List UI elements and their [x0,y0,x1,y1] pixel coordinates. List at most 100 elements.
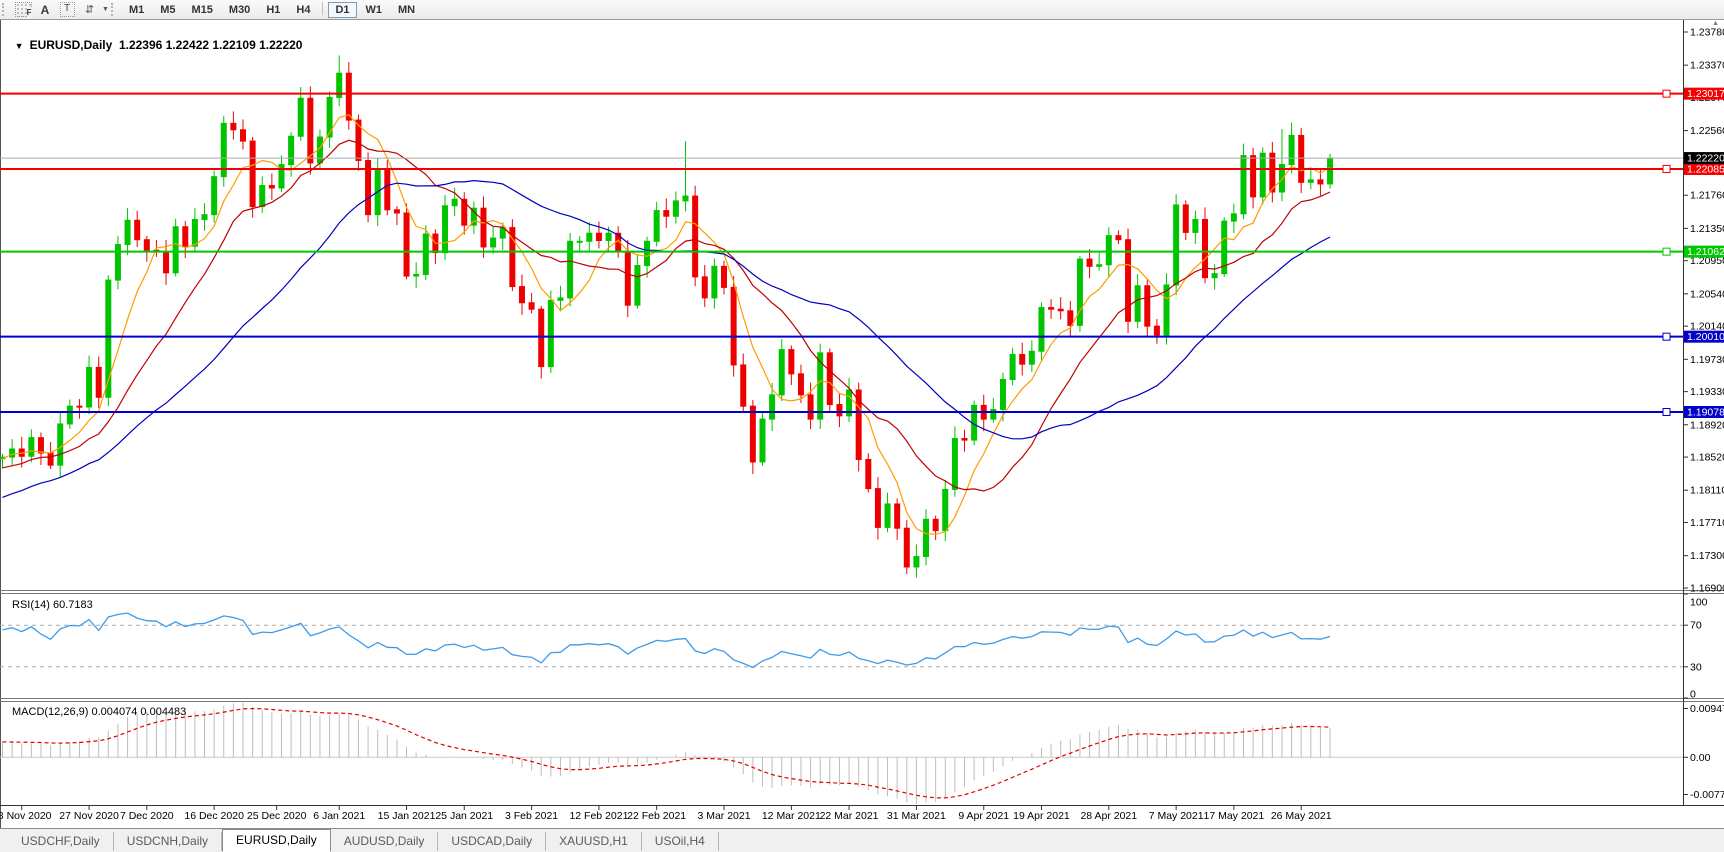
timeframe-button-m15[interactable]: M15 [191,3,213,16]
price-tick-label: 1.19730 [1690,354,1724,366]
candle-body [393,209,400,214]
candle-body [1086,258,1093,267]
candle-body [191,218,198,247]
candle-body [903,527,910,568]
tab-usoil-h4[interactable]: USOil,H4 [642,832,719,851]
candle-body [1278,164,1285,193]
candle-body [1019,353,1026,365]
candle-body [855,389,862,461]
hline-price-tag [1684,245,1724,258]
timeframe-button-m30[interactable]: M30 [228,3,251,16]
date-tick-label: 31 Mar 2021 [887,810,946,822]
hline-price-tag [1684,330,1724,343]
candle-body [143,239,150,251]
price-tick-label: 1.20140 [1690,321,1724,333]
candle-body [711,265,718,299]
timeframe-button-m1[interactable]: M1 [128,3,145,16]
text-annotation-icon: A [40,2,50,17]
toolbar-grip[interactable] [2,3,9,16]
tab-eurusd-daily[interactable]: EURUSD,Daily [222,829,331,852]
chart-ohlc-values: 1.22396 1.22422 1.22109 1.22220 [118,38,303,52]
candle-body [490,237,497,248]
candle-body [692,195,699,278]
candle-body [365,159,372,216]
candle-body [586,232,593,242]
chart-template-button[interactable]: F [13,1,33,19]
arrows-tool-button[interactable]: ⇵ [79,1,99,18]
candle-body [451,198,458,207]
macd-scale-label: 0.009478 [1690,703,1724,715]
text-label-button[interactable]: T [57,1,77,18]
hline-price-label: 1.20010 [1687,331,1724,343]
date-tick-label: 19 Apr 2021 [1013,810,1070,822]
candle-body [1096,264,1103,267]
macd-scale-label: -0.00777 [1690,789,1724,801]
timeframe-button-d1[interactable]: D1 [328,1,357,18]
price-tick-label: 1.18520 [1690,452,1724,464]
rsi-line [2,612,1331,669]
date-tick-label: 27 Nov 2020 [59,810,119,822]
tab-audusd-daily[interactable]: AUDUSD,Daily [331,832,439,851]
chart-menu-triangle-icon[interactable]: ▼ [14,41,24,51]
tab-usdcnh-daily[interactable]: USDCNH,Daily [114,832,223,851]
candle-body [1221,220,1228,275]
text-annotation-button[interactable]: A [35,1,55,18]
timeframe-button-h4[interactable]: H4 [296,3,311,16]
chevron-down-icon[interactable]: ▼ [102,6,109,13]
candle-body [1048,307,1055,310]
candle-body [942,488,949,532]
candle-body [57,423,64,466]
price-tick-label: 1.18920 [1690,419,1724,431]
candle-body [1028,350,1035,365]
timeframe-button-m5[interactable]: M5 [160,3,176,16]
date-tick-label: 12 Mar 2021 [762,810,821,822]
candle-body [114,244,121,281]
candle-body [672,200,679,217]
chart-symbol: EURUSD,Daily [29,38,113,52]
tab-xauusd-h1[interactable]: XAUUSD,H1 [546,832,642,851]
price-tick-label: 1.18110 [1690,485,1724,497]
hline-price-label: 1.22085 [1687,163,1724,175]
chart-title: ▼ EURUSD,Daily 1.22396 1.22422 1.22109 1.… [8,24,303,52]
candle-body [682,195,689,202]
candle-body [557,297,564,301]
candle-body [576,240,583,243]
ma-line-6 [2,114,1331,535]
candle-body [884,503,891,528]
hline-price-label: 1.23017 [1687,88,1724,100]
candle-body [894,503,901,529]
candle-body [1067,310,1074,326]
date-tick-label: 22 Feb 2021 [627,810,686,822]
candle-body [355,119,362,161]
candle-body [730,286,737,366]
candle-body [663,210,670,217]
date-tick-label: 7 May 2021 [1149,810,1204,822]
toolbar: F A T ⇵ ▼ M1 M5 M15 M30 H1 H4 D1 W1 MN [0,0,1724,20]
candle-body [769,394,776,420]
candle-body [442,205,449,254]
price-tick-label: 1.16900 [1690,583,1724,595]
candle-body [259,185,266,208]
candle-body [653,210,660,242]
timeframe-button-mn[interactable]: MN [398,3,416,16]
tab-usdcad-daily[interactable]: USDCAD,Daily [438,832,547,851]
date-tick-label: 15 Jan 2021 [378,810,436,822]
candle-body [105,279,112,398]
timeframe-button-h1[interactable]: H1 [266,3,281,16]
candle-body [230,122,237,131]
candle-body [778,349,785,396]
horizontal-lines[interactable]: 1.23017 1.22085 1.21062 1.20010 1.19078 [0,87,1724,419]
date-tick-label: 25 Dec 2020 [247,810,307,822]
candle-body [220,122,227,178]
hline-handle [1662,407,1671,416]
candle-body [403,212,410,277]
price-tick-label: 1.19330 [1690,386,1724,398]
candle-body [605,232,612,242]
macd-scale-label: 0.00 [1690,752,1711,764]
toolbar-grip-2[interactable] [110,3,118,16]
chart-scroll-marker-icon[interactable]: ▲ [1712,20,1719,27]
bid-price-tag [1684,152,1724,165]
tab-usdchf-daily[interactable]: USDCHF,Daily [8,832,114,851]
timeframe-button-w1[interactable]: W1 [365,3,383,16]
